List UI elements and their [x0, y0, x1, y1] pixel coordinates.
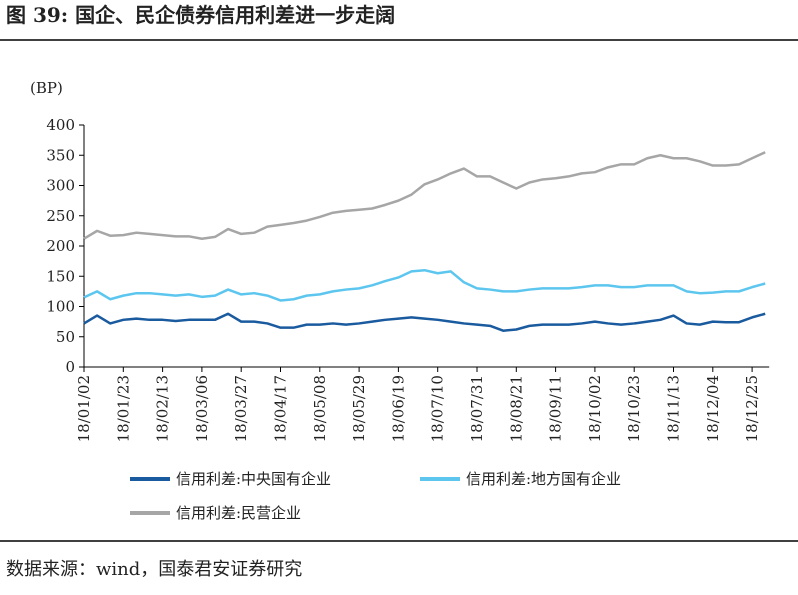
x-tick-label: 18/09/11	[547, 375, 565, 442]
y-tick-label: 250	[46, 207, 75, 225]
legend-label: 信用利差:民营企业	[176, 504, 301, 522]
legend-label: 信用利差:中央国有企业	[176, 470, 331, 488]
series-line	[83, 151, 766, 240]
x-tick-label: 18/10/23	[625, 375, 643, 442]
x-tick-label: 18/08/21	[507, 375, 525, 442]
y-tick-label: 50	[56, 328, 75, 346]
chart-title: 图 39: 国企、民企债券信用利差进一步走阔	[6, 3, 395, 27]
y-tick-label: 350	[46, 146, 75, 164]
x-tick-label: 18/01/23	[114, 375, 132, 442]
x-tick-label: 18/07/10	[429, 375, 447, 442]
x-tick-label: 18/06/19	[389, 375, 407, 442]
x-tick-label: 18/04/17	[272, 375, 290, 442]
series-line	[83, 268, 766, 302]
x-tick-label: 18/03/06	[193, 375, 211, 442]
legend-label: 信用利差:地方国有企业	[466, 470, 621, 488]
x-tick-label: 18/12/04	[704, 375, 722, 442]
y-tick-label: 400	[46, 116, 75, 134]
x-tick-label: 18/01/02	[75, 375, 93, 442]
y-axis-label: (BP)	[30, 79, 63, 97]
y-tick-label: 0	[65, 358, 75, 376]
x-tick-label: 18/10/02	[586, 375, 604, 442]
x-tick-label: 18/07/31	[468, 375, 486, 442]
y-tick-label: 150	[46, 267, 75, 285]
x-tick-label: 18/05/29	[350, 375, 368, 442]
x-tick-label: 18/02/13	[154, 375, 172, 442]
y-tick-label: 300	[46, 177, 75, 195]
x-tick-label: 18/03/27	[232, 375, 250, 442]
x-tick-label: 18/05/08	[311, 375, 329, 442]
x-tick-label: 18/12/25	[743, 375, 761, 442]
x-tick-label: 18/11/13	[665, 375, 683, 442]
y-tick-label: 200	[46, 237, 75, 255]
source: 数据来源：wind，国泰君安证券研究	[6, 559, 302, 580]
y-tick-label: 100	[46, 298, 75, 316]
series-line	[83, 312, 766, 332]
